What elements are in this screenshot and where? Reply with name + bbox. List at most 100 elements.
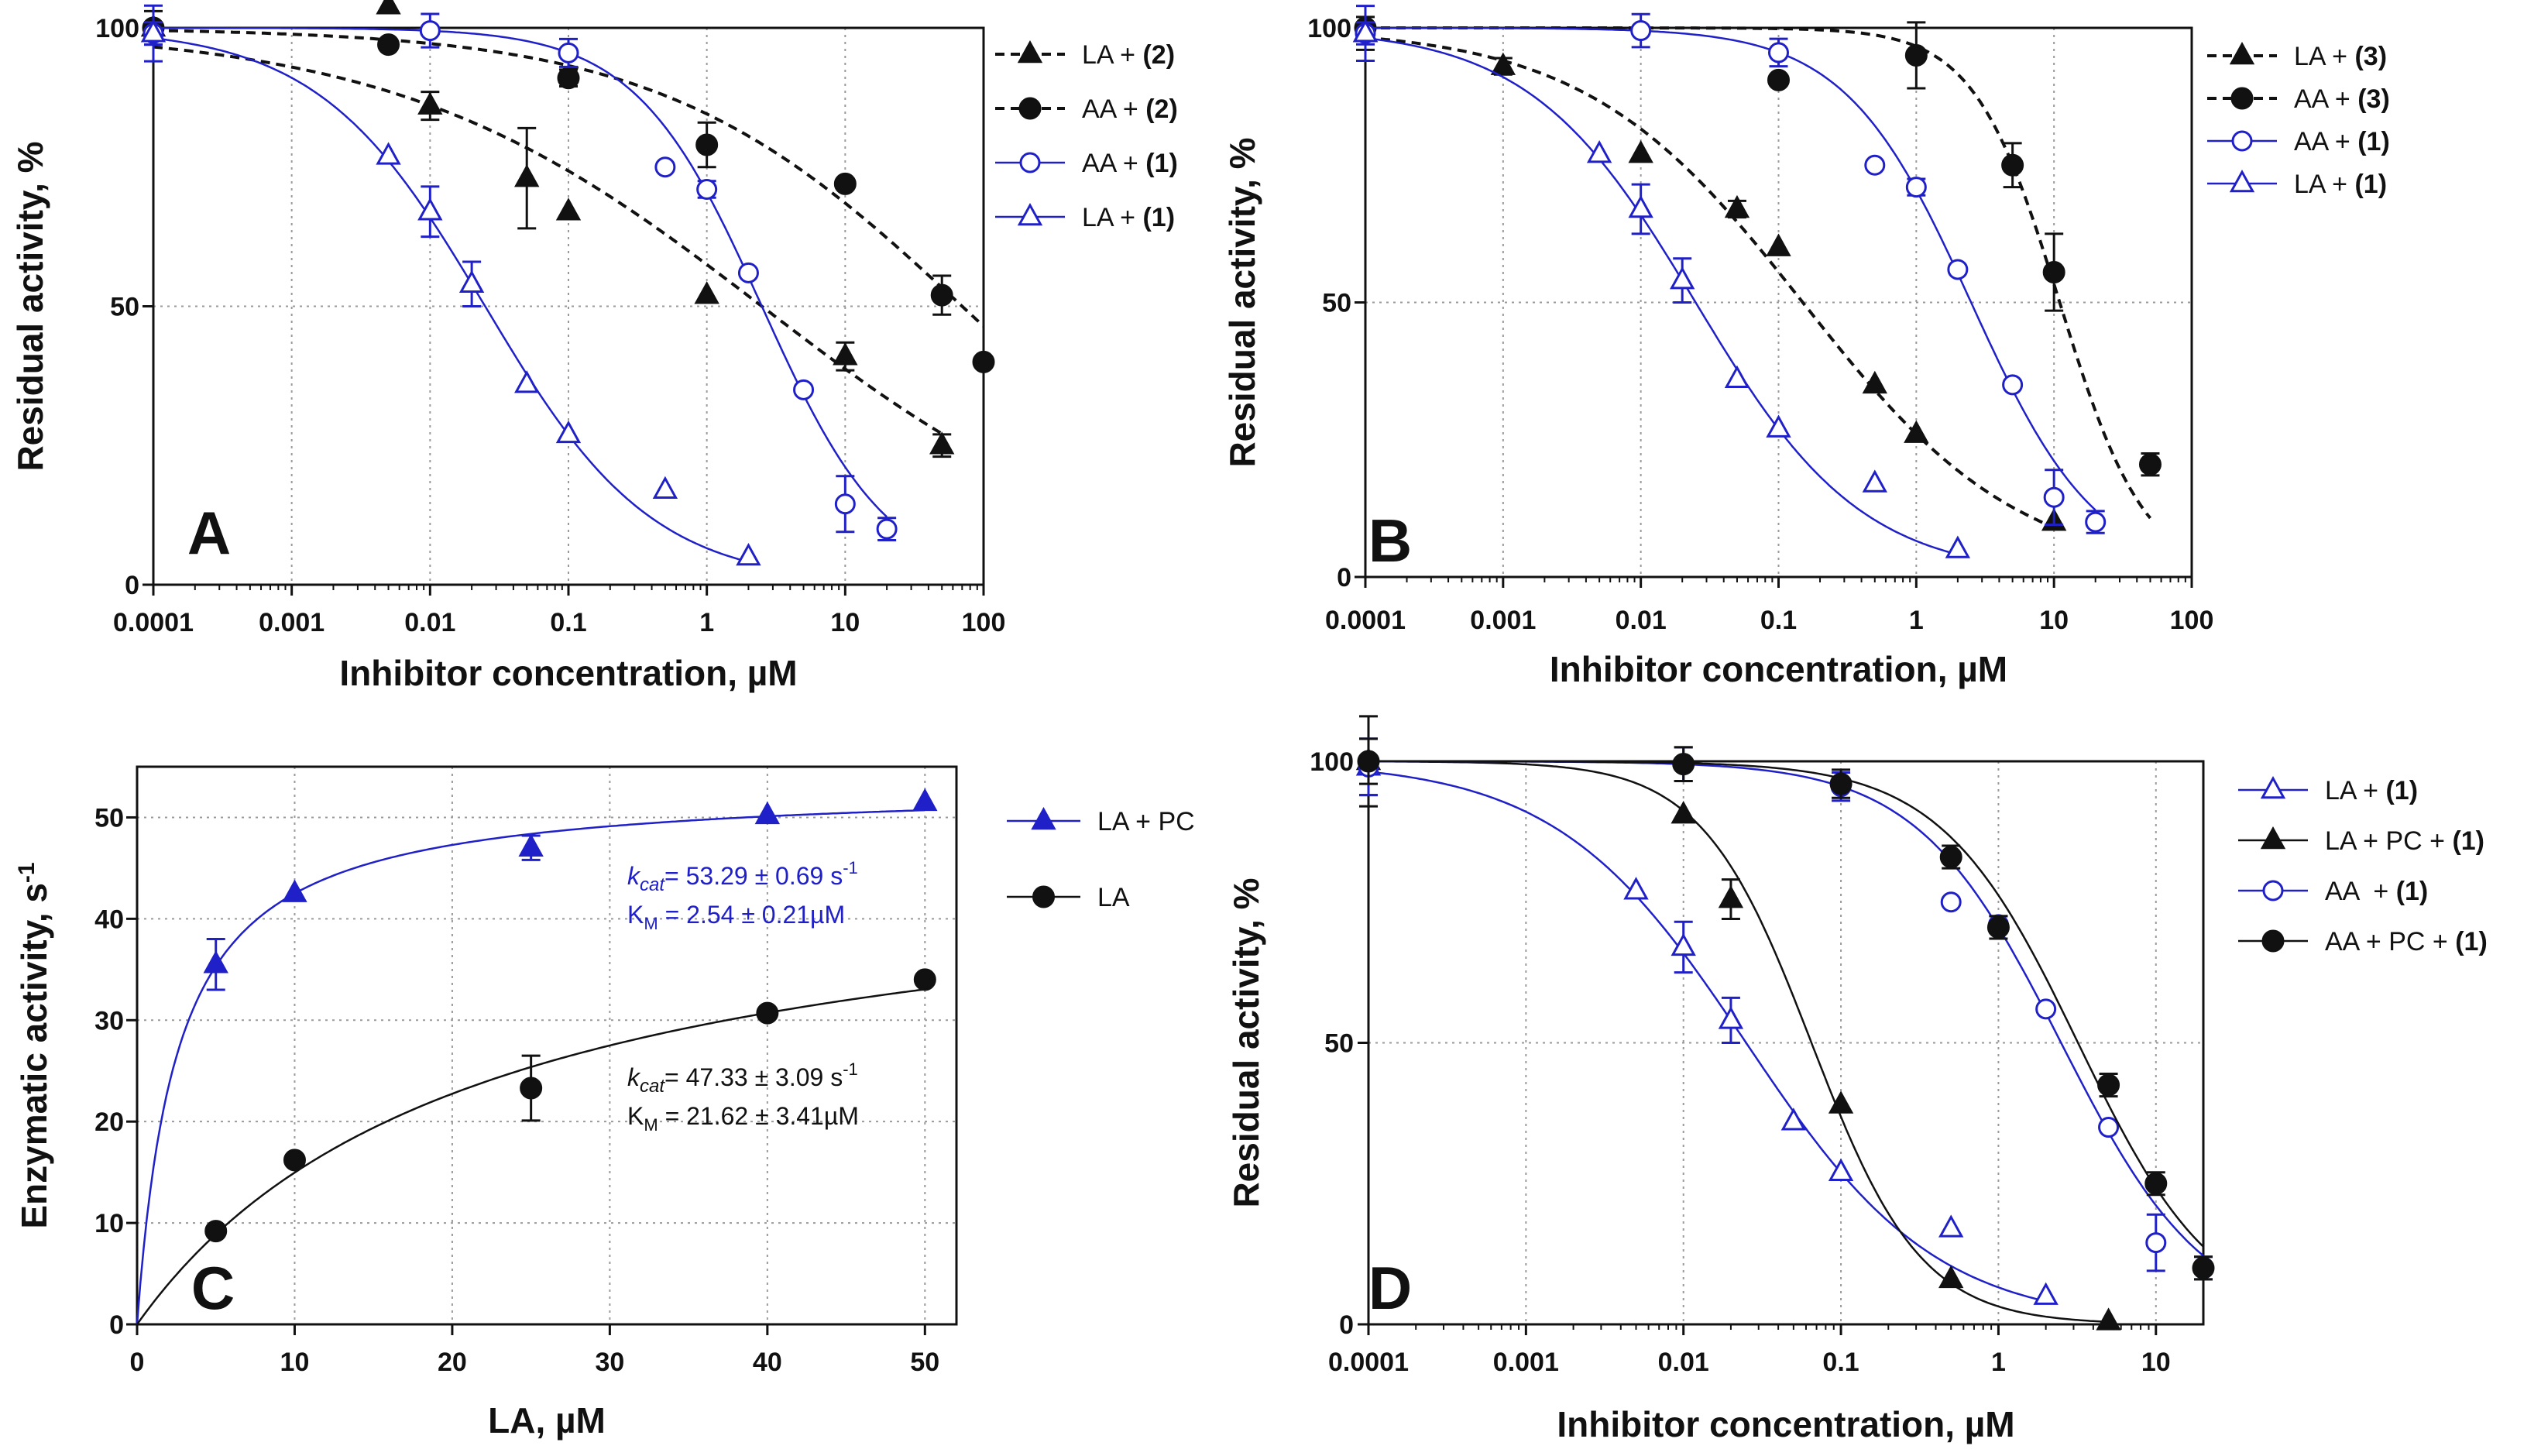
- x-tick-label: 10: [830, 608, 860, 637]
- series-1: [1354, 16, 2162, 520]
- data-point: [1768, 42, 1789, 64]
- data-point: [419, 20, 441, 42]
- data-point: [1945, 535, 1971, 558]
- x-tick-label: 0.0001: [113, 608, 194, 637]
- legend-entry-0: LA + (3): [2207, 41, 2387, 71]
- data-point: [2033, 1282, 2059, 1305]
- kcat-symbol: k: [627, 1063, 641, 1091]
- data-point: [1628, 140, 1653, 163]
- data-point: [520, 1077, 543, 1100]
- y-axis-title: Residual activity, %: [1222, 137, 1262, 467]
- kcat-subscript: cat: [640, 874, 665, 895]
- kcat-symbol: k: [627, 862, 641, 890]
- data-point: [417, 91, 443, 115]
- y-tick-label: 50: [1324, 1029, 1354, 1059]
- panel-letter: B: [1368, 507, 1412, 575]
- y-tick-label: 30: [94, 1006, 124, 1035]
- legend-label-compound: (1): [1145, 149, 1178, 178]
- x-tick-label: 100: [962, 608, 1006, 637]
- data-point: [1718, 1006, 1744, 1029]
- series-1: [136, 968, 936, 1325]
- data-point: [2144, 1172, 2168, 1195]
- legend-label-name: LA +: [1082, 203, 1142, 232]
- series-2: [1355, 5, 2107, 534]
- data-point: [2138, 453, 2162, 476]
- fit-curve: [1368, 760, 2204, 1248]
- data-point: [376, 0, 401, 15]
- plot-frame: [136, 765, 958, 1326]
- y-tick-label: 50: [1322, 289, 1351, 318]
- legend-label-compound: (1): [2357, 127, 2390, 156]
- chart-panel-b: 0.0001 0.001 0.01 0.1 1 10 100 0 50 100 Inhibitor …: [1222, 5, 2390, 689]
- data-point: [1828, 1158, 1854, 1181]
- panel-letter: D: [1368, 1254, 1412, 1322]
- y-tick-label: 50: [94, 803, 124, 833]
- data-point: [1490, 52, 1516, 75]
- data-point: [2043, 486, 2065, 508]
- km-symbol: K: [627, 1102, 644, 1130]
- data-point: [2002, 374, 2024, 396]
- kcat-value: = 53.29 ± 0.69 s: [664, 862, 843, 890]
- legend-marker: [1017, 202, 1043, 226]
- legend-label-compound: (3): [2357, 84, 2390, 114]
- data-point: [2098, 1117, 2120, 1138]
- legend-entry-3: LA + (1): [2207, 169, 2387, 199]
- fit-curve: [136, 988, 925, 1325]
- data-point: [1766, 233, 1791, 256]
- legend-entry-1: LA + PC + (1): [2238, 826, 2484, 856]
- data-point: [1904, 43, 1928, 67]
- x-tick-label: 0.001: [1493, 1348, 1559, 1377]
- data-point: [1939, 846, 1962, 869]
- legend-label-compound: (2): [1142, 40, 1175, 70]
- legend-label-name: AA +: [1082, 149, 1145, 178]
- data-point: [1357, 750, 1380, 773]
- data-point: [1864, 154, 1886, 176]
- data-point: [283, 1149, 306, 1172]
- x-tick-label: 1: [1991, 1348, 2006, 1377]
- legend-label: AA + (1): [1082, 149, 1178, 178]
- data-point: [736, 542, 761, 566]
- legend-marker: [2260, 826, 2286, 850]
- x-tick-label: 0.0001: [1328, 1348, 1409, 1377]
- data-point: [929, 431, 955, 455]
- series-0: [140, 0, 955, 458]
- legend-label-name: LA: [1097, 883, 1130, 912]
- x-tick-label: 30: [595, 1348, 624, 1377]
- data-point: [1862, 370, 1887, 394]
- y-axis-title-text: Enzymatic activity, s: [14, 883, 54, 1229]
- km-line: KM = 21.62 ± 3.41µM: [627, 1102, 859, 1135]
- legend-entry-3: LA + (1): [995, 202, 1175, 232]
- y-axis-title-text: Residual activity, %: [1226, 877, 1266, 1207]
- legend-label: AA + (3): [2294, 84, 2390, 114]
- data-point: [876, 518, 898, 540]
- data-point: [2145, 1232, 2167, 1254]
- legend-label-name: LA + PC: [1097, 807, 1195, 836]
- x-axis-title: Inhibitor concentration, µM: [1550, 649, 2007, 689]
- fit-curve: [153, 45, 943, 435]
- legend-label-compound: (1): [2455, 927, 2488, 956]
- legend-label: AA + (2): [1082, 94, 1178, 124]
- legend-entry-0: LA + PC: [1007, 806, 1195, 836]
- y-tick-label: 100: [95, 14, 139, 43]
- legend-marker: [2231, 130, 2253, 152]
- data-point: [514, 164, 540, 187]
- data-point: [696, 179, 718, 201]
- legend-marker: [1018, 97, 1042, 120]
- legend-label: AA + (1): [2325, 877, 2428, 906]
- legend-marker: [1017, 39, 1043, 64]
- data-point: [2097, 1073, 2120, 1097]
- legend-marker: [1032, 885, 1055, 908]
- x-tick-label: 0.01: [1616, 606, 1667, 635]
- data-point: [1938, 1265, 1964, 1289]
- fit-curve: [1365, 26, 2152, 520]
- data-point: [756, 1001, 779, 1025]
- y-axis-title-text: Residual activity, %: [1222, 137, 1262, 467]
- data-point: [1671, 932, 1696, 956]
- panel-letter: C: [191, 1254, 235, 1322]
- fit-curve: [1365, 26, 2096, 511]
- data-point: [1724, 365, 1750, 389]
- x-tick-label: 10: [2141, 1348, 2171, 1377]
- legend-entry-2: AA + (1): [995, 149, 1178, 178]
- legend-label-name: AA +: [2325, 877, 2396, 906]
